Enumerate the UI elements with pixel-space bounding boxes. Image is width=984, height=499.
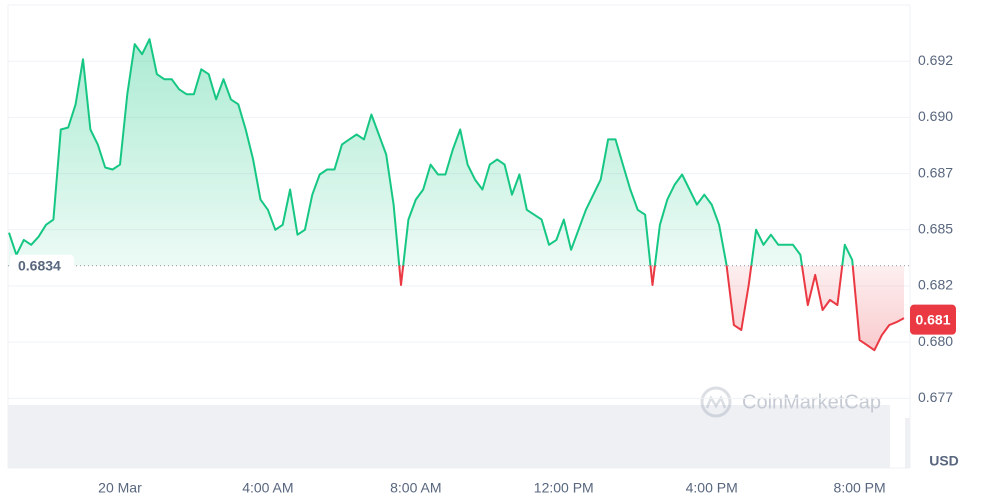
last-price-label: 0.681 <box>915 311 950 327</box>
volume-area <box>905 418 910 468</box>
y-unit: USD <box>929 453 959 469</box>
x-tick-label: 4:00 PM <box>686 480 738 496</box>
price-line <box>8 38 905 352</box>
x-tick-label: 20 Mar <box>98 480 142 496</box>
x-tick-label: 8:00 AM <box>390 480 441 496</box>
x-tick-label: 12:00 PM <box>534 480 594 496</box>
y-tick-label: 0.682 <box>918 277 953 293</box>
x-tick-label: 8:00 PM <box>834 480 886 496</box>
watermark-logo <box>700 386 732 418</box>
y-tick-label: 0.687 <box>918 164 953 180</box>
area <box>9 39 904 351</box>
baseline-label-box <box>10 254 74 277</box>
baseline-label: 0.6834 <box>18 257 61 273</box>
y-tick-label: 0.677 <box>918 389 953 405</box>
x-tick-label: 4:00 AM <box>242 480 293 496</box>
y-tick-label: 0.680 <box>918 333 953 349</box>
y-tick-label: 0.690 <box>918 108 953 124</box>
y-tick-label: 0.692 <box>918 52 953 68</box>
last-price-box <box>910 304 956 335</box>
y-tick-label: 0.685 <box>918 220 953 236</box>
watermark: CoinMarketCap <box>742 391 881 413</box>
volume-area <box>8 405 890 468</box>
